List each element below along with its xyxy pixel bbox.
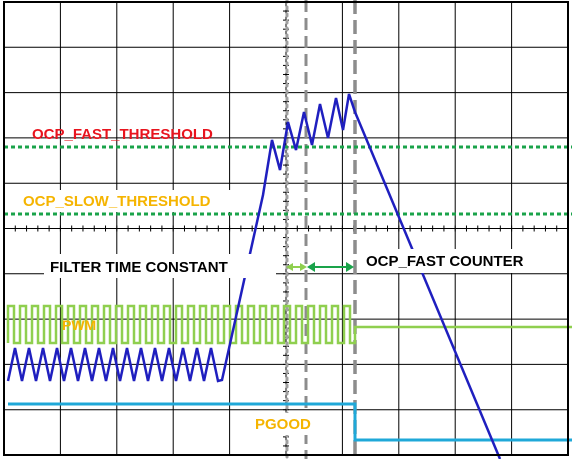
ocp-fast-counter-arrow xyxy=(307,262,354,272)
ocp-slow-threshold-label: OCP_SLOW_THRESHOLD xyxy=(23,193,211,210)
filter-time-arrow xyxy=(286,263,307,271)
ocp-fast-threshold-label: OCP_FAST_THRESHOLD xyxy=(32,126,213,143)
pgood-trace xyxy=(8,402,572,442)
slow-label-background xyxy=(20,190,248,212)
filter-label-background xyxy=(44,254,276,278)
pgood-label-background xyxy=(250,413,328,435)
ocp-fast-counter-label: OCP_FAST COUNTER xyxy=(366,253,524,270)
counter-label-background xyxy=(360,249,566,273)
plot-border xyxy=(3,1,569,456)
filter-time-constant-label: FILTER TIME CONSTANT xyxy=(50,259,228,276)
pwm-label: PWM xyxy=(62,317,96,333)
pgood-label: PGOOD xyxy=(255,416,311,433)
pwm-trace xyxy=(6,304,572,345)
inductor-current-trace xyxy=(6,93,502,459)
